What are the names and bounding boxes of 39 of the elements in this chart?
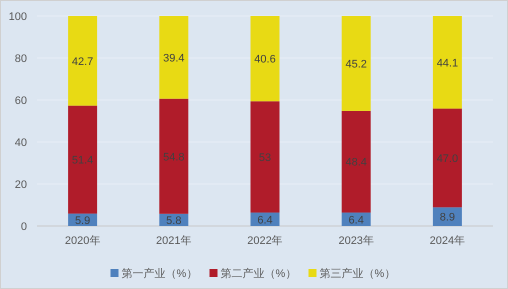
data-label: 42.7 xyxy=(72,56,94,68)
legend-label: 第一产业（%） xyxy=(122,267,198,280)
x-tick-label: 2021年 xyxy=(156,235,192,247)
data-label: 40.6 xyxy=(254,54,276,66)
y-tick-label: 40 xyxy=(14,137,27,149)
x-tick-label: 2020年 xyxy=(64,235,100,247)
data-label: 39.4 xyxy=(163,52,185,64)
bar xyxy=(250,101,280,213)
x-tick-label: 2024年 xyxy=(430,235,466,247)
data-label: 53 xyxy=(258,152,272,164)
y-tick-label: 100 xyxy=(8,11,27,23)
bar xyxy=(159,16,188,99)
bar xyxy=(250,16,280,102)
y-tick-label: 20 xyxy=(14,179,27,191)
data-label: 6.4 xyxy=(348,214,364,226)
y-tick-label: 0 xyxy=(20,221,27,233)
data-label: 6.4 xyxy=(257,214,273,226)
data-label: 45.2 xyxy=(345,58,367,70)
y-tick-label: 80 xyxy=(14,53,27,65)
bar xyxy=(432,108,462,208)
legend-label: 第三产业（%） xyxy=(320,267,396,280)
x-tick-label: 2022年 xyxy=(247,235,283,247)
bar xyxy=(342,110,371,213)
data-label: 8.9 xyxy=(440,212,456,224)
bar xyxy=(68,16,98,106)
bar xyxy=(432,16,462,109)
data-label: 54.8 xyxy=(163,151,185,164)
bar xyxy=(68,106,98,214)
bar xyxy=(159,98,188,214)
data-label: 47.0 xyxy=(436,152,458,165)
data-label: 5.8 xyxy=(166,214,182,227)
bar xyxy=(342,16,371,111)
x-tick-label: 2023年 xyxy=(338,235,374,247)
y-tick-label: 60 xyxy=(14,95,27,107)
data-label: 48.4 xyxy=(345,156,367,169)
legend-label: 第二产业（%） xyxy=(220,267,296,280)
data-label: 44.1 xyxy=(436,57,458,70)
data-label: 51.4 xyxy=(72,154,94,167)
data-label: 5.9 xyxy=(74,214,90,227)
